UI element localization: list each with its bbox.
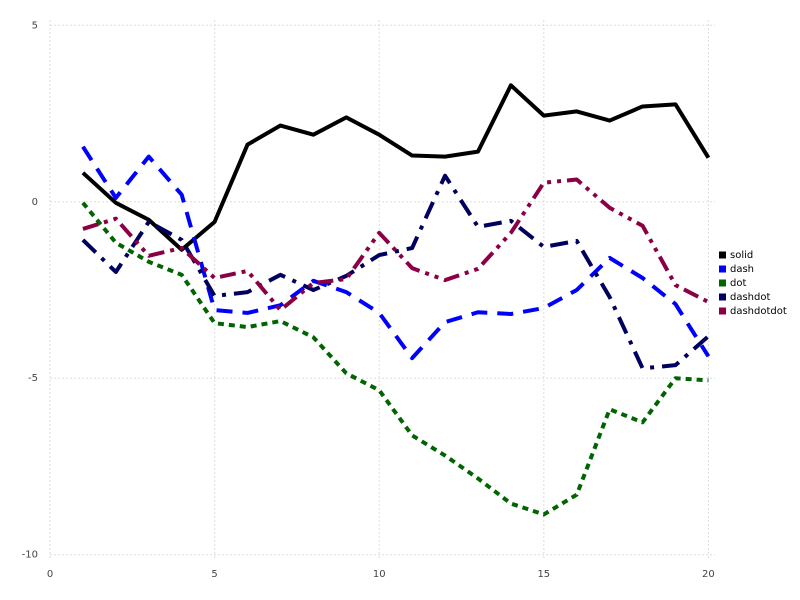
x-tick-label: 15 bbox=[537, 569, 550, 580]
y-tick-label: -10 bbox=[22, 550, 38, 561]
x-tick-label: 0 bbox=[47, 569, 53, 580]
series-line bbox=[81, 145, 711, 361]
legend-label: solid bbox=[730, 250, 753, 261]
series-line bbox=[81, 201, 709, 517]
series-line bbox=[81, 83, 711, 252]
legend-label: dot bbox=[730, 278, 746, 289]
legend-swatch bbox=[719, 279, 726, 287]
legend-swatch bbox=[719, 251, 726, 259]
y-tick-label: 5 bbox=[32, 20, 38, 31]
series-line bbox=[82, 177, 710, 313]
x-tick-label: 5 bbox=[211, 569, 217, 580]
legend-label: dashdotdot bbox=[730, 306, 787, 317]
series-line bbox=[81, 173, 710, 371]
legend-swatch bbox=[719, 307, 726, 315]
legend-swatch bbox=[719, 293, 726, 301]
x-tick-label: 10 bbox=[373, 569, 386, 580]
x-tick-label: 20 bbox=[702, 569, 715, 580]
y-tick-label: -5 bbox=[28, 373, 38, 384]
legend-label: dashdot bbox=[730, 292, 770, 303]
legend-label: dash bbox=[730, 264, 754, 275]
legend-swatch bbox=[719, 265, 726, 273]
y-tick-label: 0 bbox=[32, 197, 38, 208]
